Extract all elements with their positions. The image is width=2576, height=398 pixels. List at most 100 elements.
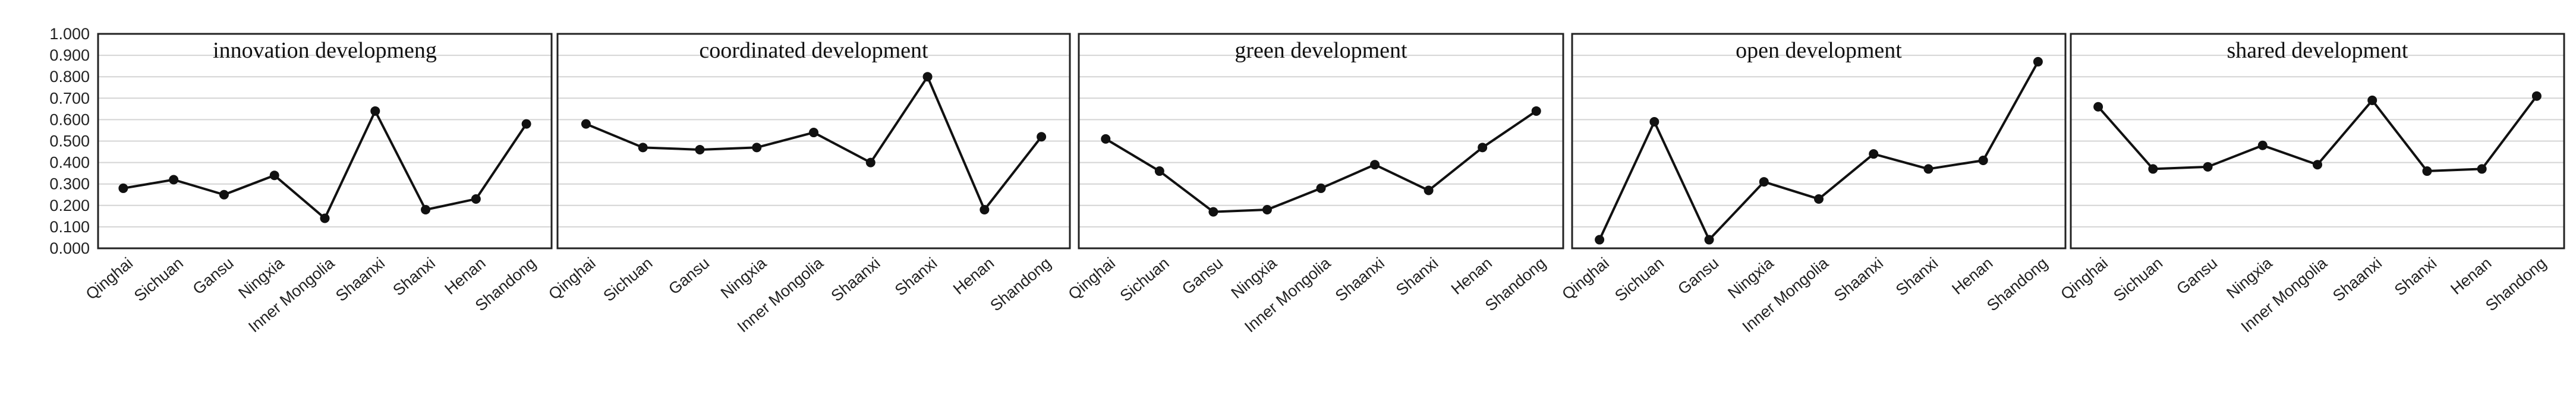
plot-frame <box>2070 33 2565 249</box>
x-tick-label: Shanxi <box>389 254 439 299</box>
data-point <box>1869 149 1879 159</box>
x-tick-label: Ningxia <box>2223 254 2276 302</box>
x-tick-label: Shanxi <box>1393 254 1442 299</box>
x-tick-label: Shandong <box>987 254 1054 315</box>
data-point <box>980 205 990 215</box>
y-tick-label: 0.000 <box>49 239 90 257</box>
series-line <box>585 75 1043 211</box>
x-tick-label: Sichuan <box>2110 254 2166 305</box>
y-tick-label: 0.200 <box>49 197 90 214</box>
y-tick-label: 0.400 <box>49 154 90 172</box>
data-point <box>2367 95 2377 105</box>
x-tick-label: Sichuan <box>600 254 656 305</box>
data-point <box>809 128 818 138</box>
data-point <box>1478 143 1488 153</box>
data-point <box>2148 164 2158 174</box>
plot-frame <box>1078 33 1564 249</box>
x-tick-label: Ningxia <box>1724 254 1777 302</box>
data-point <box>320 213 330 223</box>
x-tick-label: Shanxi <box>892 254 941 299</box>
chart-title: innovation developmeng <box>213 38 437 63</box>
x-tick-label: Henan <box>950 254 997 298</box>
x-tick-label: Shaanxi <box>1332 254 1388 305</box>
y-tick-label: 0.300 <box>49 175 90 193</box>
data-point <box>1424 185 1434 195</box>
x-tick-label: Shaanxi <box>2329 254 2385 305</box>
data-point <box>2422 166 2432 176</box>
chart-title: open development <box>1736 38 1902 63</box>
data-point <box>2531 91 2542 101</box>
data-point <box>370 106 380 116</box>
data-point <box>1154 166 1164 176</box>
series-line <box>1105 110 1537 213</box>
data-point <box>1595 235 1605 245</box>
x-tick-label: Henan <box>1948 254 1996 298</box>
data-point <box>1101 134 1111 144</box>
data-point <box>2093 102 2103 112</box>
data-point <box>752 143 762 153</box>
x-tick-label: Sichuan <box>1117 254 1173 305</box>
data-point <box>1649 117 1659 127</box>
series-line <box>1598 61 2039 241</box>
data-point <box>118 183 128 193</box>
x-tick-label: Gansu <box>190 254 237 298</box>
data-point <box>695 144 705 154</box>
x-tick-label: Shaanxi <box>828 254 884 305</box>
chart-title: shared development <box>2227 38 2408 63</box>
data-point <box>922 72 933 82</box>
x-tick-label: Henan <box>1448 254 1495 298</box>
x-tick-label: Qinghai <box>545 254 599 304</box>
x-tick-label: Qinghai <box>2057 254 2111 304</box>
data-point <box>1814 194 1824 204</box>
data-point <box>471 194 481 204</box>
x-tick-label: Henan <box>441 254 489 298</box>
data-point <box>521 119 531 129</box>
series-line <box>2097 95 2538 173</box>
data-point <box>1704 235 1714 245</box>
data-point <box>1037 132 1047 142</box>
x-tick-label: Henan <box>2447 254 2495 298</box>
x-tick-label: Gansu <box>1674 254 1722 298</box>
x-tick-label: Inner Mongolia <box>245 254 338 336</box>
data-point <box>638 143 648 153</box>
y-tick-label: 0.100 <box>49 218 90 236</box>
x-tick-label: Gansu <box>2173 254 2221 298</box>
data-point <box>1531 106 1541 116</box>
x-tick-label: Ningxia <box>1228 254 1281 302</box>
data-point <box>2313 160 2322 170</box>
data-point <box>2033 56 2043 67</box>
x-tick-label: Qinghai <box>1065 254 1119 304</box>
data-point <box>1759 177 1769 187</box>
chart-title: coordinated development <box>699 38 928 63</box>
data-point <box>2257 140 2268 150</box>
x-tick-label: Qinghai <box>1558 254 1613 304</box>
x-tick-label: Shandong <box>1983 254 2051 315</box>
x-tick-label: Shandong <box>2482 254 2550 315</box>
x-tick-label: Sichuan <box>131 254 187 305</box>
data-point <box>1370 160 1380 170</box>
y-tick-label: 0.700 <box>49 89 90 107</box>
data-point <box>219 189 229 200</box>
y-tick-label: 0.500 <box>49 132 90 150</box>
data-point <box>169 175 179 185</box>
x-tick-label: Qinghai <box>83 254 137 304</box>
y-tick-label: 0.900 <box>49 46 90 64</box>
data-point <box>865 157 876 168</box>
data-point <box>421 205 431 215</box>
data-point <box>581 119 591 129</box>
x-tick-label: Gansu <box>1179 254 1226 298</box>
data-point <box>1262 205 1272 215</box>
x-tick-label: Shandong <box>1482 254 1550 315</box>
data-point <box>1923 164 1933 174</box>
plot-frame <box>97 33 553 249</box>
x-tick-label: Shanxi <box>1892 254 1942 299</box>
series-line <box>123 109 528 220</box>
plot-frame <box>556 33 1071 249</box>
x-tick-label: Ningxia <box>717 254 770 302</box>
y-tick-label: 1.000 <box>49 25 90 43</box>
data-point <box>2477 164 2487 174</box>
y-tick-label: 0.800 <box>49 68 90 86</box>
x-tick-label: Shaanxi <box>1831 254 1887 305</box>
